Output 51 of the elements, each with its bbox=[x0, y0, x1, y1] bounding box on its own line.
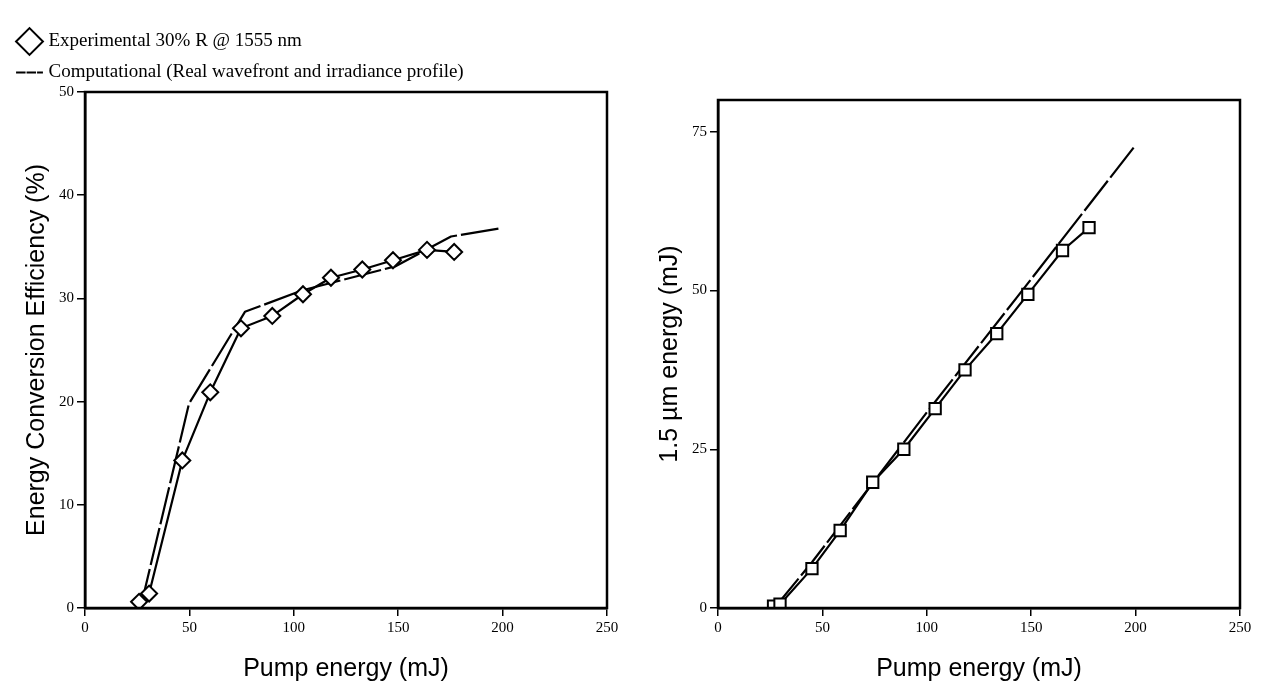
point bbox=[353, 260, 372, 279]
y-axis-title: Energy Conversion Efficiency (%) bbox=[20, 164, 49, 536]
y-tick-label: 40 bbox=[59, 186, 74, 203]
x-tick-label: 200 bbox=[491, 618, 514, 635]
point bbox=[445, 242, 464, 261]
point bbox=[990, 327, 1004, 341]
point bbox=[383, 251, 402, 270]
point bbox=[958, 363, 972, 377]
point bbox=[130, 592, 149, 608]
x-tick-label: 150 bbox=[386, 618, 410, 635]
x-tick-label: 150 bbox=[1019, 618, 1043, 635]
legend-label: Experimental 30% R @ 1555 nm bbox=[48, 29, 303, 51]
y-tick-label: 0 bbox=[66, 598, 74, 615]
x-tick-label: 0 bbox=[81, 618, 89, 635]
point bbox=[1055, 243, 1070, 258]
x-tick-label: 0 bbox=[714, 618, 722, 635]
x-axis-title: Pump energy (mJ) bbox=[243, 652, 449, 681]
y-tick-label: 20 bbox=[59, 392, 74, 409]
y-tick-label: 10 bbox=[59, 495, 74, 512]
x-tick-label: 250 bbox=[595, 618, 619, 635]
point bbox=[263, 306, 282, 325]
point bbox=[833, 523, 847, 538]
x-axis-title: Pump energy (mJ) bbox=[876, 652, 1082, 681]
y-tick-label: 30 bbox=[59, 289, 74, 306]
point bbox=[321, 268, 340, 287]
x-tick-label: 50 bbox=[814, 618, 830, 635]
point bbox=[866, 475, 880, 489]
point bbox=[293, 285, 312, 304]
point bbox=[418, 240, 437, 259]
point bbox=[140, 584, 159, 603]
legend-label: Computational (Real wavefront and irradiance profile) bbox=[48, 60, 464, 83]
point bbox=[1082, 220, 1096, 235]
x-tick-label: 250 bbox=[1228, 618, 1252, 635]
point bbox=[231, 319, 250, 338]
point bbox=[773, 597, 787, 608]
x-tick-label: 50 bbox=[181, 618, 197, 635]
y-tick-label: 0 bbox=[699, 598, 707, 615]
point bbox=[173, 451, 192, 470]
point bbox=[928, 401, 942, 416]
x-tick-label: 200 bbox=[1124, 618, 1147, 635]
x-tick-label: 100 bbox=[282, 618, 306, 635]
y-tick-label: 25 bbox=[692, 440, 707, 457]
x-tick-label: 100 bbox=[915, 618, 939, 635]
y-tick-label: 75 bbox=[692, 122, 707, 139]
point bbox=[201, 383, 220, 402]
point bbox=[897, 442, 911, 456]
y-tick-label: 50 bbox=[59, 82, 74, 99]
point bbox=[1021, 287, 1035, 301]
point bbox=[805, 561, 819, 576]
y-tick-label: 50 bbox=[692, 281, 707, 298]
y-axis-title: 1.5 µm energy (mJ) bbox=[653, 245, 682, 463]
